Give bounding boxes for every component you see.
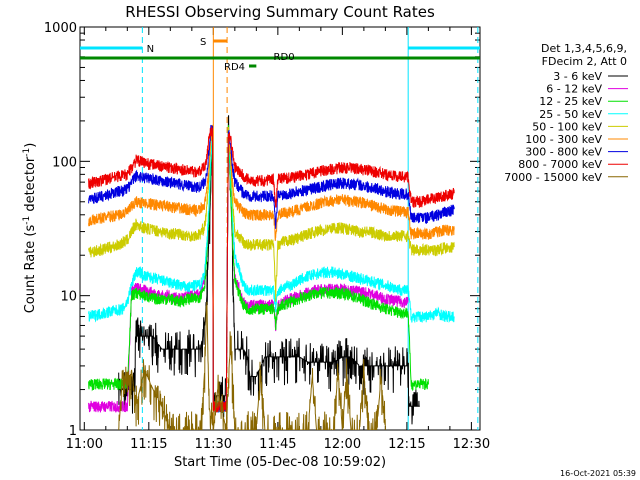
legend-entry-label: 50 - 100 keV xyxy=(532,120,602,133)
legend-entry-label: 12 - 25 keV xyxy=(539,95,602,108)
legend-entry-label: 3 - 6 keV xyxy=(553,70,602,83)
series-800to7000keV xyxy=(88,126,455,413)
series-line xyxy=(88,125,429,413)
legend-entry-label: 7000 - 15000 keV xyxy=(504,171,602,184)
series-line xyxy=(118,301,386,430)
x-tick-label: 12:30 xyxy=(453,437,490,452)
x-tick-label: 11:00 xyxy=(66,437,103,452)
legend-entry-label: 100 - 300 keV xyxy=(525,133,602,146)
legend-entry-label: 25 - 50 keV xyxy=(539,108,602,121)
y-axis-label-superscript: -1 xyxy=(22,148,32,157)
y-tick-label: 100 xyxy=(52,155,77,170)
x-tick-label: 11:30 xyxy=(195,437,232,452)
saa-label: S xyxy=(200,37,206,48)
legend-header-line1: Det 1,3,4,5,6,9, xyxy=(541,42,627,55)
night-label: N xyxy=(147,44,154,55)
series-line xyxy=(88,124,455,413)
y-axis-label: Count Rate (s-1 detector-1) xyxy=(22,143,38,314)
series-line xyxy=(88,126,455,413)
series-line xyxy=(88,124,455,413)
x-tick-label: 12:15 xyxy=(388,437,425,452)
series-line xyxy=(118,115,420,425)
x-axis-label: Start Time (05-Dec-08 10:59:02) xyxy=(174,455,386,470)
series-line xyxy=(88,124,455,413)
series-3to6keV xyxy=(118,115,420,425)
chart-title: RHESSI Observing Summary Count Rates xyxy=(125,3,435,21)
series-100to300keV xyxy=(88,124,455,413)
y-tick-label: 1000 xyxy=(44,21,77,36)
series-line xyxy=(88,129,455,414)
legend-entry-label: 6 - 12 keV xyxy=(546,83,602,96)
rd0-label: RD0 xyxy=(274,52,295,63)
legend-entry-label: 300 - 800 keV xyxy=(525,146,602,159)
y-axis-label-part: detector xyxy=(23,156,38,216)
x-tick-label: 11:15 xyxy=(130,437,167,452)
legend-entry-label: 800 - 7000 keV xyxy=(518,158,602,171)
y-axis-label-superscript: -1 xyxy=(22,216,32,225)
legend-header-line2: FDecim 2, Att 0 xyxy=(542,55,627,68)
y-axis-label-part: ) xyxy=(23,143,38,148)
y-tick-label: 1 xyxy=(69,424,77,439)
x-tick-label: 12:00 xyxy=(324,437,361,452)
y-axis-label-part: Count Rate (s xyxy=(23,225,38,314)
series-50to100keV xyxy=(88,124,455,413)
series-300to800keV xyxy=(88,124,455,413)
y-tick-label: 10 xyxy=(60,290,77,305)
x-tick-label: 11:45 xyxy=(259,437,296,452)
rd4-label: RD4 xyxy=(224,62,245,73)
timestamp: 16-Oct-2021 05:39 xyxy=(560,469,636,478)
series-12to25keV xyxy=(88,125,429,413)
series-7000to15000keV xyxy=(118,301,386,430)
series-25to50keV xyxy=(88,129,455,414)
